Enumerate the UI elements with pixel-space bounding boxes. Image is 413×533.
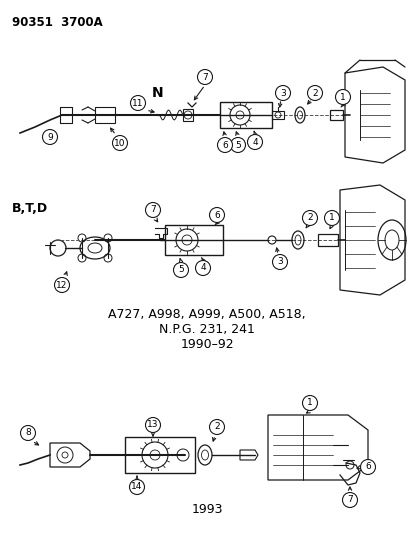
Text: 5: 5 bbox=[178, 265, 183, 274]
Text: 7: 7 bbox=[202, 72, 207, 82]
Text: 6: 6 bbox=[214, 211, 219, 220]
Text: A727, A998, A999, A500, A518,: A727, A998, A999, A500, A518, bbox=[108, 308, 305, 321]
Text: 1993: 1993 bbox=[191, 504, 222, 516]
Text: 3: 3 bbox=[280, 88, 285, 98]
Circle shape bbox=[217, 138, 232, 152]
Text: 8: 8 bbox=[25, 429, 31, 438]
Text: 7: 7 bbox=[346, 496, 352, 505]
Circle shape bbox=[324, 211, 339, 225]
Circle shape bbox=[272, 254, 287, 270]
Text: 11: 11 bbox=[132, 99, 143, 108]
Circle shape bbox=[173, 262, 188, 278]
Text: 9: 9 bbox=[47, 133, 53, 141]
Circle shape bbox=[247, 134, 262, 149]
Circle shape bbox=[275, 85, 290, 101]
Circle shape bbox=[302, 395, 317, 410]
Circle shape bbox=[197, 69, 212, 85]
Circle shape bbox=[360, 459, 375, 474]
Text: 1990–92: 1990–92 bbox=[180, 338, 233, 351]
Text: N.P.G. 231, 241: N.P.G. 231, 241 bbox=[159, 323, 254, 336]
Text: 2: 2 bbox=[311, 88, 317, 98]
Text: 14: 14 bbox=[131, 482, 142, 491]
Circle shape bbox=[112, 135, 127, 150]
Text: N: N bbox=[152, 86, 164, 100]
Circle shape bbox=[130, 95, 145, 110]
Circle shape bbox=[209, 207, 224, 222]
Text: 4: 4 bbox=[252, 138, 257, 147]
Circle shape bbox=[21, 425, 36, 440]
Text: 1: 1 bbox=[328, 214, 334, 222]
Text: 13: 13 bbox=[147, 421, 158, 430]
Text: 4: 4 bbox=[200, 263, 205, 272]
Text: 12: 12 bbox=[56, 280, 67, 289]
Text: B,T,D: B,T,D bbox=[12, 201, 48, 214]
Text: 90351  3700A: 90351 3700A bbox=[12, 16, 102, 29]
Circle shape bbox=[302, 211, 317, 225]
Text: 2: 2 bbox=[306, 214, 312, 222]
Text: 7: 7 bbox=[150, 206, 156, 214]
Circle shape bbox=[195, 261, 210, 276]
Text: 10: 10 bbox=[114, 139, 126, 148]
Circle shape bbox=[307, 85, 322, 101]
Text: 6: 6 bbox=[364, 463, 370, 472]
Text: 1: 1 bbox=[339, 93, 345, 101]
Circle shape bbox=[209, 419, 224, 434]
Text: 6: 6 bbox=[222, 141, 227, 149]
Text: 2: 2 bbox=[214, 423, 219, 432]
Circle shape bbox=[335, 90, 350, 104]
Circle shape bbox=[43, 130, 57, 144]
Circle shape bbox=[342, 492, 357, 507]
Circle shape bbox=[145, 203, 160, 217]
Text: 1: 1 bbox=[306, 399, 312, 408]
Circle shape bbox=[129, 480, 144, 495]
Text: 3: 3 bbox=[276, 257, 282, 266]
Circle shape bbox=[230, 138, 245, 152]
Circle shape bbox=[55, 278, 69, 293]
Circle shape bbox=[145, 417, 160, 432]
Text: 5: 5 bbox=[235, 141, 240, 149]
